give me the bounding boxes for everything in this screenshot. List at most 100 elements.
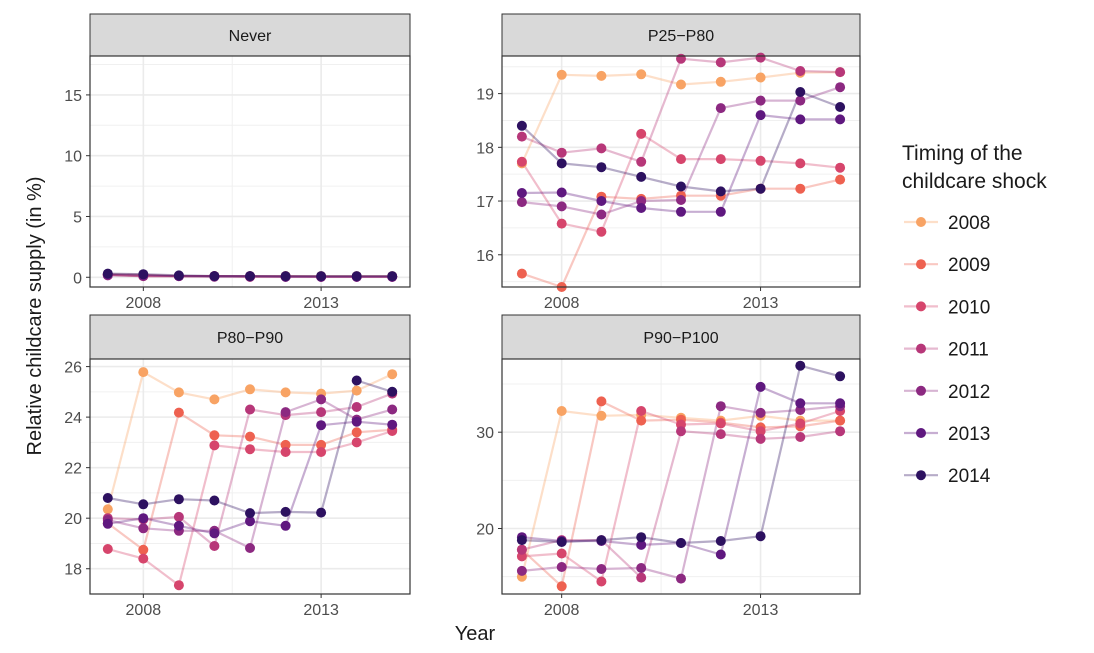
data-point-2014 [516, 535, 527, 546]
y-tick-label: 19 [476, 87, 494, 104]
data-point-2008 [755, 72, 766, 83]
x-tick-label: 2008 [126, 295, 162, 312]
data-point-2013 [556, 187, 567, 198]
data-point-2010 [245, 444, 255, 455]
data-point-2012 [596, 564, 607, 574]
legend-label: 2014 [948, 466, 991, 487]
data-point-2013 [102, 518, 113, 529]
data-point-2013 [755, 381, 766, 392]
facet-title: P90−P100 [643, 330, 718, 347]
data-point-2009 [636, 415, 647, 426]
data-point-2014 [835, 371, 846, 382]
data-point-2014 [636, 532, 647, 543]
data-point-2013 [245, 516, 255, 527]
legend-label: 2008 [948, 213, 990, 234]
data-point-2010 [715, 418, 726, 429]
data-point-2010 [102, 544, 113, 554]
data-point-2009 [209, 430, 220, 441]
data-point-2009 [795, 183, 806, 194]
data-point-2010 [636, 406, 647, 416]
data-point-2014 [516, 120, 527, 131]
data-point-2011 [795, 432, 806, 442]
data-point-2008 [280, 387, 291, 398]
panel-border [89, 55, 411, 288]
legend-label: 2012 [948, 382, 990, 403]
data-point-2011 [676, 53, 686, 64]
data-point-2010 [755, 155, 766, 166]
data-point-2014 [795, 360, 806, 371]
data-point-2013 [596, 196, 607, 206]
data-point-2014 [316, 271, 327, 282]
data-point-2011 [755, 433, 766, 444]
data-point-2009 [245, 431, 255, 442]
data-point-2014 [387, 271, 398, 282]
data-point-2014 [387, 386, 398, 397]
data-point-2013 [516, 188, 527, 198]
data-point-2012 [795, 95, 806, 106]
data-point-2013 [351, 416, 362, 427]
panel-1: P25−P80 16 17 18 19 2008 2013 [476, 13, 861, 312]
data-point-2009 [596, 396, 607, 407]
data-point-2008 [676, 79, 686, 90]
y-tick-label: 26 [64, 360, 82, 377]
data-point-2012 [245, 543, 255, 553]
data-point-2014 [755, 183, 766, 194]
data-point-2010 [795, 158, 806, 169]
data-point-2011 [715, 57, 726, 68]
data-point-2008 [138, 367, 149, 378]
data-point-2009 [516, 268, 527, 279]
y-tick-label: 30 [476, 425, 494, 442]
y-tick-label: 0 [73, 270, 82, 287]
data-point-2012 [516, 197, 527, 208]
data-point-2014 [795, 87, 806, 97]
data-point-2014 [556, 158, 567, 169]
x-tick-label: 2013 [303, 295, 339, 312]
data-point-2013 [636, 539, 647, 550]
legend-key-point [916, 259, 926, 270]
data-point-2014 [556, 537, 567, 547]
facet-title: Never [229, 28, 272, 45]
data-point-2009 [316, 439, 327, 450]
data-point-2013 [138, 513, 149, 524]
data-point-2009 [835, 415, 846, 426]
legend-key-point [916, 343, 926, 354]
data-point-2011 [715, 429, 726, 440]
data-point-2008 [102, 504, 113, 515]
data-point-2008 [387, 369, 398, 380]
facet-strip [501, 13, 861, 57]
data-point-2014 [173, 494, 184, 505]
y-tick-label: 18 [476, 140, 494, 157]
data-point-2009 [351, 427, 362, 438]
data-point-2008 [209, 394, 220, 405]
data-point-2013 [715, 206, 726, 217]
legend-title: childcare shock [902, 170, 1047, 193]
x-tick-label: 2013 [743, 602, 779, 619]
legend-label: 2009 [948, 255, 990, 276]
x-tick-label: 2008 [544, 295, 580, 312]
legend-key-point [916, 470, 926, 481]
data-point-2012 [280, 407, 291, 418]
data-point-2012 [316, 394, 327, 405]
data-point-2012 [556, 562, 567, 572]
data-point-2014 [102, 493, 113, 503]
data-point-2013 [755, 110, 766, 121]
data-point-2014 [280, 506, 291, 517]
data-point-2012 [636, 563, 647, 573]
y-tick-label: 18 [64, 562, 82, 579]
data-point-2011 [835, 67, 846, 78]
data-point-2012 [636, 196, 647, 206]
data-point-2010 [280, 447, 291, 457]
data-point-2012 [835, 82, 846, 93]
panel-border [501, 358, 861, 595]
data-point-2012 [387, 404, 398, 415]
data-point-2014 [245, 508, 255, 519]
data-point-2008 [636, 69, 647, 80]
panel-2: P80−P90 18 20 22 24 26 2008 2013 [64, 314, 411, 619]
data-point-2013 [209, 528, 220, 539]
data-point-2014 [676, 538, 686, 548]
data-point-2013 [715, 549, 726, 560]
data-point-2013 [795, 114, 806, 125]
data-point-2011 [209, 541, 220, 551]
facet-title: P25−P80 [648, 28, 714, 45]
